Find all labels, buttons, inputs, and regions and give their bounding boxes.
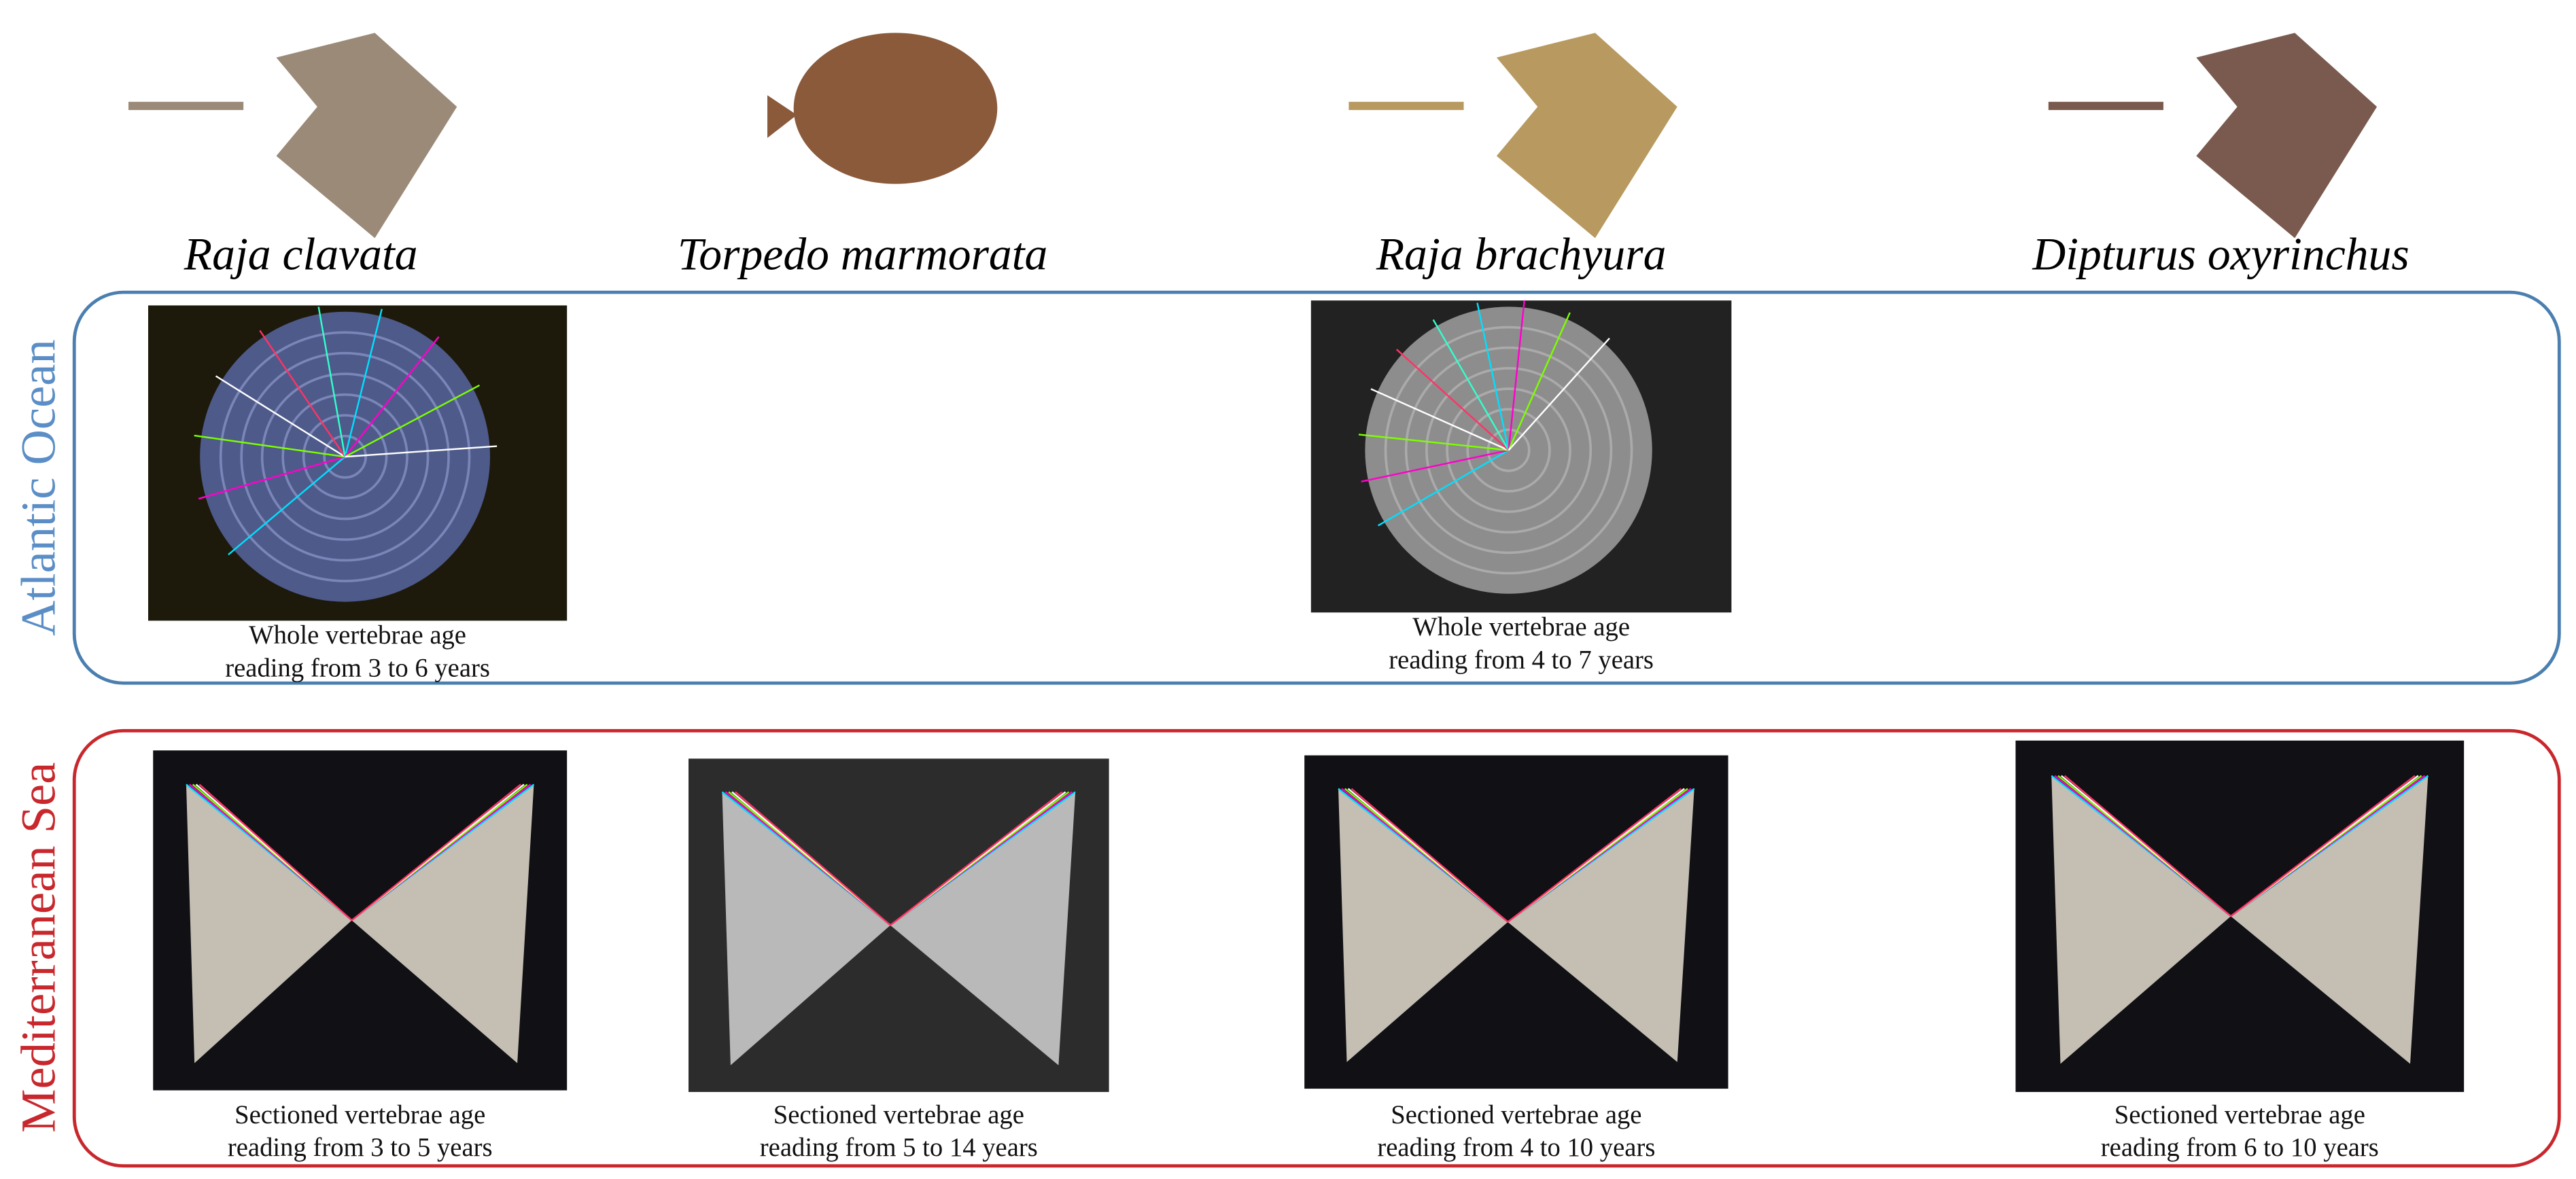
reading-line <box>1358 434 1509 451</box>
vertebra-image <box>153 750 568 1091</box>
species-name: Dipturus oxyrinchus <box>2032 228 2409 279</box>
reading-line <box>259 330 346 457</box>
species-illustration <box>767 33 998 184</box>
panel-caption: Sectioned vertebrae age <box>1391 1101 1641 1129</box>
panel-caption: Whole vertebrae age <box>249 621 466 650</box>
growth-ring <box>260 372 430 541</box>
reading-line <box>198 455 345 500</box>
ray-tail <box>1348 101 1464 110</box>
reading-line <box>345 384 481 458</box>
growth-ring <box>1404 346 1613 555</box>
vertebra-image <box>689 758 1109 1092</box>
section <box>722 792 1076 1066</box>
reading-line <box>317 306 346 457</box>
reading-line <box>2230 775 2416 917</box>
vertebra-image <box>1304 755 1728 1089</box>
growth-ring <box>323 434 367 479</box>
ray-body <box>1496 33 1677 239</box>
species-illustration <box>2048 33 2378 239</box>
atlantic-box <box>72 290 2561 685</box>
reading-line <box>1361 449 1509 482</box>
reading-line <box>1508 337 1610 451</box>
reading-line <box>344 309 383 457</box>
reading-line <box>1395 349 1510 451</box>
growth-ring <box>219 331 471 582</box>
vertebra-image <box>2015 740 2465 1092</box>
panel-caption: Sectioned vertebrae age <box>2114 1101 2365 1129</box>
reading-line <box>1508 312 1571 451</box>
reading-line <box>351 784 521 921</box>
mediterranean-box <box>72 728 2561 1168</box>
reading-line <box>345 445 498 458</box>
panel-caption: reading from 4 to 7 years <box>1389 646 1654 674</box>
reading-line <box>1432 319 1510 451</box>
reading-line <box>344 336 440 457</box>
section <box>2051 775 2429 1064</box>
reading-line <box>194 434 345 458</box>
growth-ring <box>1425 367 1592 534</box>
species-name: Raja brachyura <box>1376 228 1667 279</box>
vertebra-image <box>1310 300 1732 613</box>
species-illustration <box>1348 33 1677 239</box>
panel-caption: Whole vertebrae age <box>1412 613 1630 641</box>
section <box>1338 788 1694 1062</box>
reading-line <box>1507 788 1682 923</box>
section <box>186 784 534 1063</box>
reading-line <box>228 456 346 556</box>
panel-caption: reading from 6 to 10 years <box>2101 1133 2379 1162</box>
growth-ring <box>1384 325 1633 575</box>
species-illustration <box>128 33 457 239</box>
reading-line <box>198 784 353 921</box>
reading-line <box>1476 302 1510 451</box>
growth-ring <box>281 393 408 521</box>
growth-ring <box>240 351 450 562</box>
growth-ring <box>1466 408 1551 493</box>
growth-ring <box>302 414 388 499</box>
region-label: Atlantic Ocean <box>10 339 65 636</box>
panel-caption: reading from 3 to 6 years <box>225 654 490 683</box>
reading-line <box>735 791 891 926</box>
reading-line <box>215 375 346 458</box>
ray-tail <box>128 101 244 110</box>
species-name: Raja clavata <box>184 228 418 279</box>
growth-ring <box>1486 428 1531 472</box>
species-name: Torpedo marmorata <box>678 228 1048 279</box>
panel-caption: reading from 4 to 10 years <box>1377 1133 1655 1162</box>
panel-caption: Sectioned vertebrae age <box>773 1101 1024 1129</box>
ray-tail <box>767 95 797 138</box>
reading-line <box>1351 788 1509 923</box>
reading-line <box>2064 775 2231 917</box>
ray-body <box>2196 33 2378 239</box>
ray-body <box>793 33 998 184</box>
panel-caption: Sectioned vertebrae age <box>234 1101 485 1129</box>
reading-line <box>1377 449 1510 527</box>
reading-line <box>1370 388 1510 451</box>
reading-line <box>1508 300 1525 451</box>
reading-line <box>890 791 1063 926</box>
ray-tail <box>2048 101 2163 110</box>
panel-caption: reading from 3 to 5 years <box>228 1133 493 1162</box>
vertebra-image <box>147 305 568 621</box>
ray-body <box>276 33 457 239</box>
region-label: Mediterranean Sea <box>10 762 65 1133</box>
growth-ring <box>1446 387 1571 513</box>
panel-caption: reading from 5 to 14 years <box>760 1133 1038 1162</box>
